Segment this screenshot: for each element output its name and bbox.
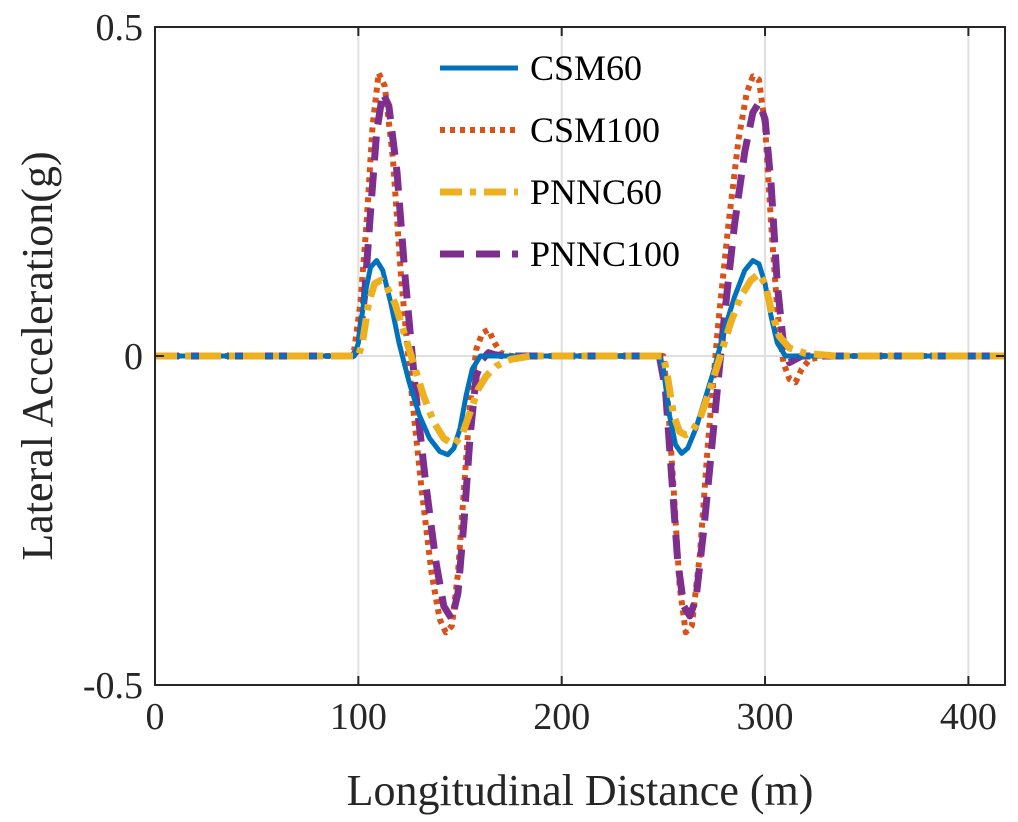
x-tick-label: 300 [737, 696, 794, 738]
x-axis-title: Longitudinal Distance (m) [347, 766, 814, 815]
y-axis-title: Lateral Acceleration(g) [13, 151, 62, 560]
legend-label-csm60: CSM60 [530, 48, 642, 88]
y-tick-label: 0 [124, 336, 143, 378]
x-tick-label: 400 [940, 696, 997, 738]
legend: CSM60 CSM100 PNNC60 PNNC100 [440, 48, 680, 274]
series-layer [155, 70, 1005, 636]
x-tick-label: 0 [146, 696, 165, 738]
y-tick-label: 0.5 [96, 7, 144, 49]
legend-label-pnnc60: PNNC60 [530, 172, 662, 212]
ticks: 0 100 200 300 400-0.500.5 [83, 7, 1005, 738]
x-tick-label: 100 [330, 696, 387, 738]
x-tick-label: 200 [533, 696, 590, 738]
legend-label-pnnc100: PNNC100 [530, 234, 680, 274]
y-tick-label: -0.5 [83, 665, 143, 707]
legend-label-csm100: CSM100 [530, 110, 660, 150]
series-line-pnnc60 [155, 270, 1005, 449]
